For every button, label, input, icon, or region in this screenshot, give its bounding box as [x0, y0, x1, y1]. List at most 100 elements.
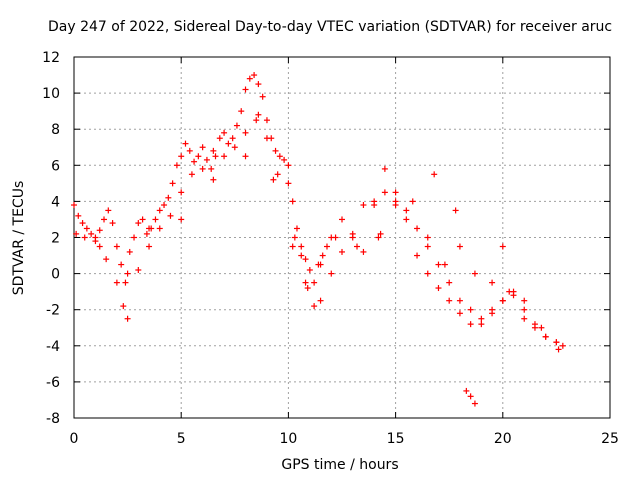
data-point — [381, 189, 388, 196]
data-point — [339, 248, 345, 255]
data-point — [559, 342, 566, 349]
data-point — [521, 315, 528, 322]
y-axis-label: SDTVAR / TECUs — [11, 180, 27, 296]
data-point — [103, 256, 110, 263]
y-tick-label: -4 — [46, 339, 60, 355]
y-tick-label: 8 — [51, 122, 60, 138]
data-point — [375, 234, 382, 241]
data-point — [471, 400, 478, 407]
x-tick-label: 25 — [601, 431, 619, 447]
x-tick-label: 10 — [279, 431, 297, 447]
data-point — [311, 279, 318, 286]
data-points — [71, 72, 566, 407]
data-point — [156, 207, 163, 214]
data-point — [392, 189, 399, 196]
data-point — [122, 279, 129, 286]
data-point — [143, 230, 150, 237]
data-point — [291, 234, 298, 241]
data-point — [188, 171, 195, 178]
data-point — [510, 292, 517, 299]
chart-title: Day 247 of 2022, Sidereal Day-to-day VTE… — [48, 19, 613, 35]
data-point — [531, 321, 538, 328]
data-point — [452, 207, 459, 214]
data-point — [71, 202, 77, 209]
data-point — [101, 216, 108, 223]
data-point — [242, 153, 249, 160]
data-point — [392, 202, 399, 209]
data-point — [311, 303, 318, 310]
data-point — [146, 225, 153, 232]
data-point — [323, 243, 330, 250]
data-point — [109, 220, 116, 227]
x-tick-label: 20 — [494, 431, 512, 447]
data-point — [131, 234, 138, 241]
data-point — [317, 261, 324, 268]
data-point — [360, 248, 367, 255]
data-point — [317, 297, 324, 304]
data-point — [304, 285, 311, 292]
data-point — [113, 279, 120, 286]
data-point — [328, 270, 335, 277]
data-point — [146, 243, 153, 250]
data-point — [165, 194, 172, 201]
data-point — [499, 243, 506, 250]
data-point — [298, 243, 305, 250]
data-point — [221, 129, 228, 136]
grid-lines — [74, 57, 610, 418]
data-point — [135, 266, 142, 273]
data-point — [156, 225, 163, 232]
data-point — [199, 144, 206, 151]
data-point — [467, 321, 474, 328]
data-point — [431, 171, 438, 178]
data-point — [302, 279, 309, 286]
data-point — [285, 180, 292, 187]
data-point — [467, 393, 474, 400]
data-point — [332, 234, 339, 241]
data-point — [354, 243, 361, 250]
data-point — [446, 297, 453, 304]
data-point — [120, 303, 127, 310]
data-point — [173, 162, 180, 169]
data-point — [471, 270, 478, 277]
data-point — [210, 147, 217, 154]
data-point — [96, 243, 103, 250]
y-tick-label: -2 — [46, 303, 60, 319]
data-point — [221, 153, 228, 160]
data-point — [489, 306, 496, 313]
data-point — [274, 171, 281, 178]
data-point — [242, 129, 249, 136]
data-point — [360, 202, 367, 209]
data-point — [233, 122, 240, 129]
data-point — [96, 227, 103, 234]
data-point — [210, 176, 217, 183]
x-tick-labels: 0 5 10 15 20 25 — [70, 431, 619, 447]
x-tick-label: 15 — [387, 431, 405, 447]
data-point — [246, 75, 253, 82]
data-point — [88, 230, 95, 237]
data-point — [225, 140, 232, 147]
data-point — [349, 230, 356, 237]
data-point — [178, 189, 185, 196]
data-point — [403, 216, 410, 223]
data-point — [478, 321, 485, 328]
data-point — [414, 252, 421, 259]
data-point — [73, 230, 80, 237]
y-tick-label: -8 — [46, 411, 60, 427]
data-point — [424, 243, 431, 250]
data-point — [403, 207, 410, 214]
x-tick-label: 0 — [70, 431, 79, 447]
data-point — [270, 176, 277, 183]
data-point — [506, 288, 513, 295]
data-point — [139, 216, 146, 223]
y-tick-label: 2 — [51, 231, 60, 247]
data-point — [255, 81, 262, 88]
data-point — [195, 153, 202, 160]
data-point — [435, 261, 442, 268]
data-point — [255, 111, 262, 118]
data-point — [259, 93, 266, 100]
data-point — [499, 297, 506, 304]
data-point — [371, 202, 378, 209]
data-point — [293, 225, 300, 232]
data-point — [409, 198, 416, 205]
